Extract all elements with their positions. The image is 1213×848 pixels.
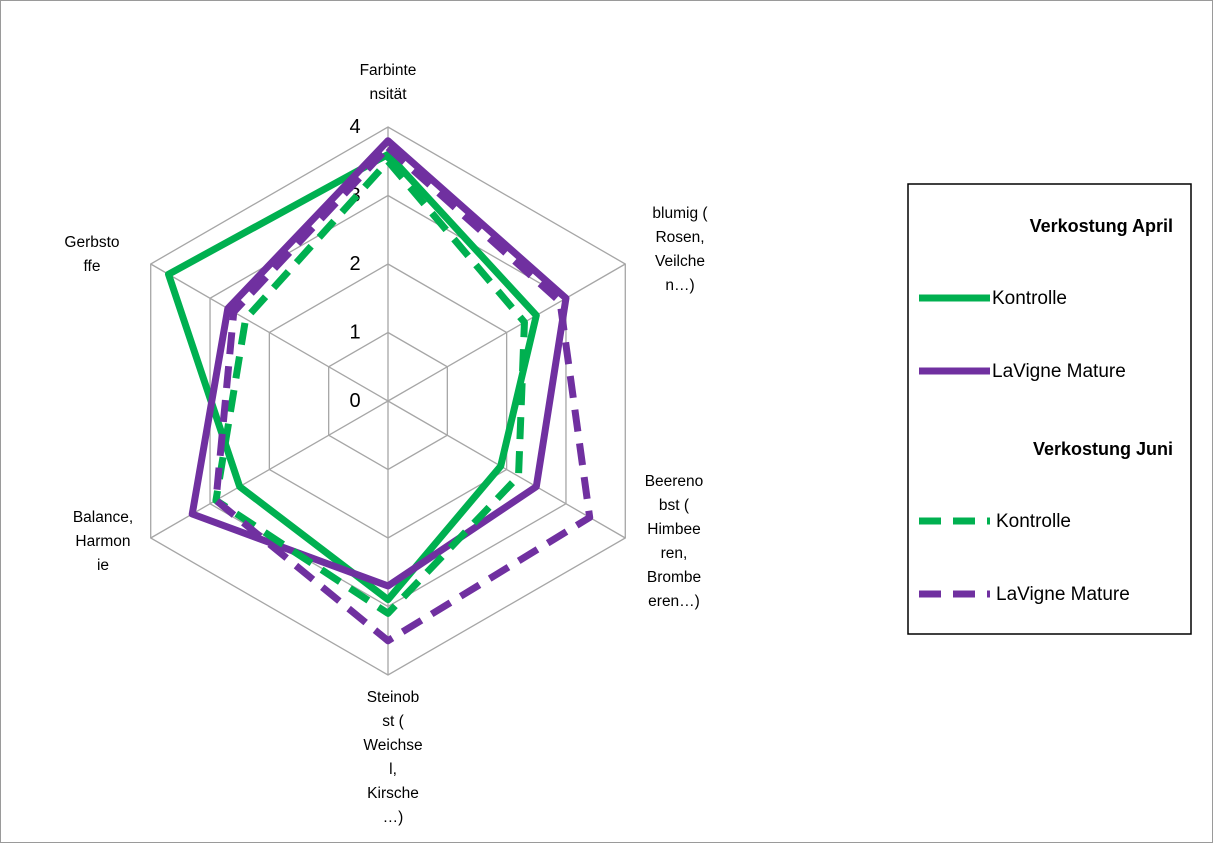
axis-label: Gerbsto ffe: [64, 234, 119, 275]
axis-label-line: Brombe: [647, 569, 701, 586]
axis-label-line: ren,: [661, 545, 688, 562]
legend-group-title: Verkostung April: [1030, 216, 1173, 236]
axis-label: blumig ( Rosen, Veilche n…): [652, 205, 708, 294]
axis-label-line: blumig (: [652, 205, 708, 222]
series-line: [212, 157, 528, 617]
axis-label-line: Beereno: [645, 473, 704, 490]
axis-label-line: nsität: [369, 86, 407, 103]
axis-label-line: Gerbsto: [64, 234, 119, 251]
axis-label-line: Balance,: [73, 509, 133, 526]
axis-label: Steinob st ( Weichse l, Kirsche …): [363, 689, 422, 826]
axis-label-line: Farbinte: [360, 62, 417, 79]
legend-entry-label: LaVigne Mature: [996, 584, 1130, 605]
radar-axis-labels: Farbinte nsität blumig ( Rosen, Veilche n…) Be…: [64, 62, 708, 826]
legend-entry-label: Kontrolle: [996, 511, 1071, 532]
axis-label-line: ffe: [84, 258, 101, 275]
axis-label: Beereno bst ( Himbee ren, Brombe eren…): [645, 473, 704, 610]
spoke: [387, 400, 626, 539]
axis-label-line: eren…): [648, 593, 700, 610]
axis-label-line: l,: [389, 761, 397, 778]
axis-label-line: n…): [665, 277, 694, 294]
legend-entry-label: LaVigne Mature: [992, 361, 1126, 382]
axis-label-line: ie: [97, 557, 109, 574]
tick-label: 4: [349, 116, 360, 138]
axis-label-line: …): [383, 809, 404, 826]
axis-label: Balance, Harmon ie: [73, 509, 133, 574]
axis-label-line: Steinob: [367, 689, 420, 706]
tick-label: 2: [349, 253, 360, 275]
axis-label-line: bst (: [659, 497, 690, 514]
tick-label: 0: [349, 390, 360, 412]
axis-label-line: Rosen,: [655, 229, 704, 246]
axis-label-line: Kirsche: [367, 785, 419, 802]
spoke: [387, 263, 626, 402]
axis-label-line: Veilche: [655, 253, 705, 270]
legend-entry-label: Kontrolle: [992, 288, 1067, 309]
spoke: [150, 263, 389, 402]
radar-series: [165, 137, 594, 645]
axis-label-line: Weichse: [363, 737, 422, 754]
series-line: [188, 137, 570, 590]
series-line: [165, 150, 540, 604]
axis-label-line: Harmon: [75, 533, 130, 550]
series-line: [212, 144, 594, 645]
legend-group-title: Verkostung Juni: [1033, 439, 1173, 459]
axis-label-line: Himbee: [647, 521, 700, 538]
legend: Verkostung April Kontrolle LaVigne Mature V…: [907, 183, 1192, 635]
axis-label-line: st (: [382, 713, 404, 730]
legend-box: [907, 183, 1192, 635]
axis-label: Farbinte nsität: [360, 62, 417, 103]
tick-label: 1: [349, 322, 360, 344]
